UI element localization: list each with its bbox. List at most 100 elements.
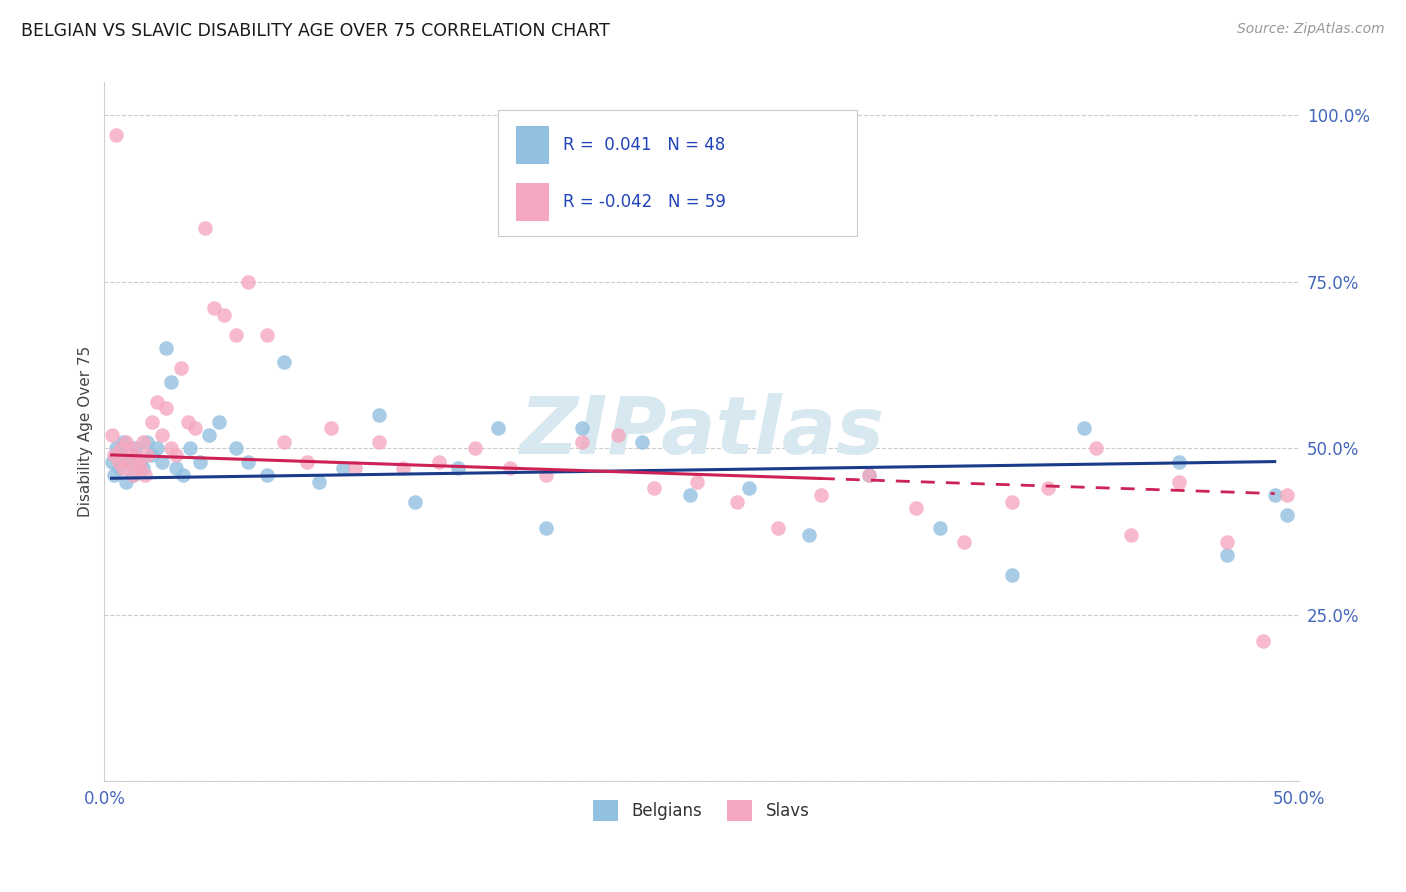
Point xyxy=(129,454,152,468)
Point xyxy=(100,428,122,442)
Point xyxy=(1216,534,1239,549)
Point xyxy=(953,534,976,549)
Point xyxy=(766,521,789,535)
Point xyxy=(107,454,129,468)
Point xyxy=(488,421,510,435)
Point xyxy=(678,488,700,502)
Point xyxy=(344,461,367,475)
Point xyxy=(194,221,217,235)
Point xyxy=(725,494,748,508)
Point xyxy=(499,461,522,475)
Point xyxy=(686,475,709,489)
Point xyxy=(112,434,135,449)
Point xyxy=(392,461,415,475)
Text: Source: ZipAtlas.com: Source: ZipAtlas.com xyxy=(1237,22,1385,37)
Point xyxy=(115,434,138,449)
Point xyxy=(202,301,225,316)
Point xyxy=(321,421,343,435)
Point xyxy=(129,461,152,475)
Point xyxy=(112,461,135,475)
Point xyxy=(188,454,211,468)
Point xyxy=(146,442,169,456)
Point xyxy=(225,442,247,456)
Point xyxy=(1251,634,1274,648)
Point xyxy=(447,461,470,475)
Point xyxy=(236,275,259,289)
Point xyxy=(184,421,207,435)
Point xyxy=(810,488,832,502)
Point xyxy=(1036,481,1059,495)
Point xyxy=(630,434,652,449)
Text: BELGIAN VS SLAVIC DISABILITY AGE OVER 75 CORRELATION CHART: BELGIAN VS SLAVIC DISABILITY AGE OVER 75… xyxy=(21,22,610,40)
Point xyxy=(404,494,426,508)
Point xyxy=(256,467,278,482)
Point xyxy=(571,421,593,435)
Point xyxy=(103,448,125,462)
Point xyxy=(150,428,173,442)
Point xyxy=(797,528,820,542)
Point xyxy=(117,454,139,468)
Point xyxy=(127,454,149,468)
Point xyxy=(464,442,486,456)
Point xyxy=(1073,421,1095,435)
Point xyxy=(110,442,132,456)
Point xyxy=(100,454,122,468)
Point xyxy=(427,454,450,468)
Point xyxy=(929,521,952,535)
Point xyxy=(1084,442,1107,456)
Point xyxy=(571,434,593,449)
Point xyxy=(155,401,177,416)
Point xyxy=(1216,548,1239,562)
Point xyxy=(122,467,145,482)
Point xyxy=(858,467,880,482)
Point xyxy=(122,467,145,482)
Point xyxy=(198,428,221,442)
Point xyxy=(256,328,278,343)
Point xyxy=(131,461,153,475)
Point xyxy=(273,434,295,449)
Point xyxy=(110,448,132,462)
Point xyxy=(308,475,330,489)
Point xyxy=(1168,454,1191,468)
Text: ZIPatlas: ZIPatlas xyxy=(519,392,884,471)
Point xyxy=(124,442,146,456)
Point xyxy=(905,501,928,516)
Point xyxy=(236,454,259,468)
Point xyxy=(368,434,391,449)
Point xyxy=(165,461,187,475)
Point xyxy=(170,361,193,376)
Point xyxy=(858,467,880,482)
Point xyxy=(172,467,194,482)
Point xyxy=(124,448,146,462)
Legend: Belgians, Slavs: Belgians, Slavs xyxy=(585,792,818,829)
Point xyxy=(105,442,128,456)
Point xyxy=(165,448,187,462)
Point xyxy=(105,128,128,143)
Point xyxy=(1121,528,1143,542)
Point xyxy=(150,454,173,468)
Point xyxy=(738,481,761,495)
Point xyxy=(225,328,247,343)
Point xyxy=(643,481,665,495)
Point xyxy=(297,454,319,468)
Point xyxy=(368,408,391,422)
Point xyxy=(1275,508,1298,522)
Point xyxy=(134,467,156,482)
Point xyxy=(1168,475,1191,489)
Point xyxy=(131,434,153,449)
Point xyxy=(1001,494,1024,508)
Point xyxy=(107,461,129,475)
Point xyxy=(332,461,354,475)
Point xyxy=(141,415,163,429)
Point xyxy=(212,308,235,322)
Point xyxy=(160,442,183,456)
Point xyxy=(177,415,200,429)
Point xyxy=(155,342,177,356)
Point xyxy=(179,442,201,456)
Y-axis label: Disability Age Over 75: Disability Age Over 75 xyxy=(79,346,93,517)
Point xyxy=(1264,488,1286,502)
Point xyxy=(208,415,231,429)
Point xyxy=(1275,488,1298,502)
Point xyxy=(536,521,558,535)
Point xyxy=(136,434,159,449)
